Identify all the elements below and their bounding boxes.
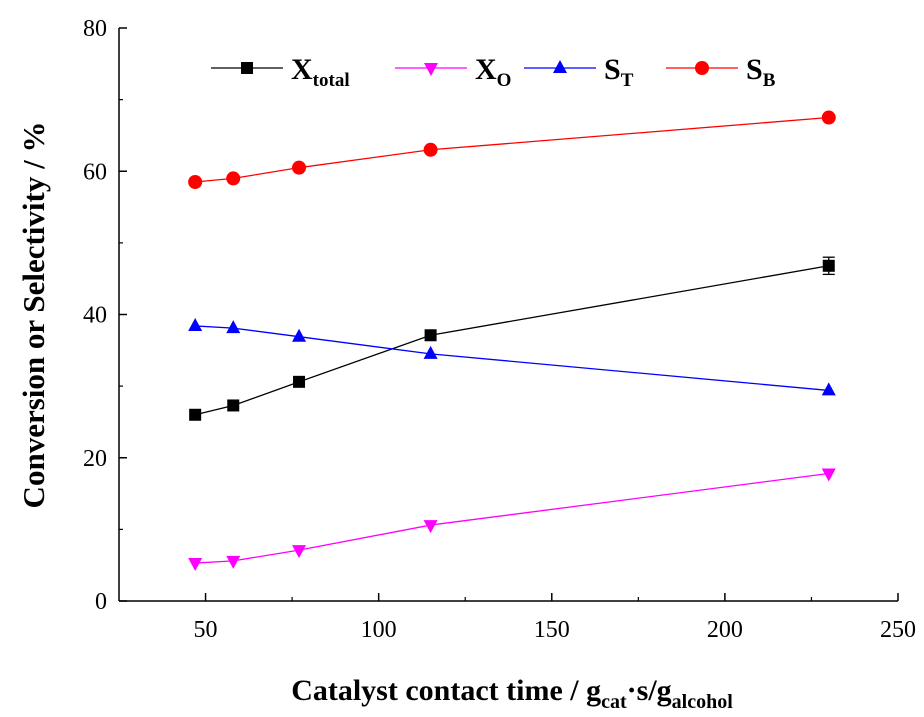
y-tick-label: 60: [83, 159, 107, 185]
data-point: [292, 160, 307, 175]
legend-label-sub: O: [497, 70, 512, 91]
series-layer: [188, 110, 836, 572]
legend-label-main: S: [746, 53, 763, 86]
data-point: [292, 545, 307, 559]
legend-label-main: S: [604, 53, 621, 86]
data-point: [423, 142, 438, 157]
x-tick-label: 150: [534, 617, 570, 643]
x-axis-title: Catalyst contact time / gcat·s/galcohol: [291, 674, 733, 713]
data-point: [188, 317, 203, 331]
x-tick-label: 250: [880, 617, 916, 643]
legend-marker: [241, 62, 253, 74]
legend-label: XO: [475, 53, 511, 91]
y-tick-label: 40: [83, 303, 107, 329]
data-point: [822, 259, 835, 272]
series-1: [188, 468, 836, 572]
legend-marker: [553, 60, 567, 73]
series-line: [195, 325, 829, 392]
y-axis-title: Conversion or Selectivity / %: [16, 122, 51, 509]
data-point: [292, 328, 307, 342]
data-point: [189, 408, 202, 421]
data-point: [821, 382, 836, 396]
series-line: [195, 265, 829, 416]
legend-label: ST: [604, 53, 634, 91]
data-point: [226, 555, 241, 569]
legend-label: Xtotal: [291, 53, 350, 91]
data-point: [226, 320, 241, 334]
series-0: [189, 256, 835, 421]
legend-label-sub: total: [313, 70, 350, 91]
y-tick-label: 0: [95, 589, 107, 615]
axes-layer: 0 20 40 60 80 50 100 150 200 250: [83, 16, 916, 643]
data-point: [423, 345, 438, 359]
y-tick-label: 80: [83, 16, 107, 42]
series-line: [195, 472, 829, 564]
data-point: [821, 110, 836, 125]
legend-label-sub: B: [763, 70, 776, 91]
data-point: [423, 520, 438, 534]
series-2: [188, 317, 836, 396]
series-3: [188, 110, 836, 189]
x-axis-title-main: Catalyst contact time / g: [291, 674, 601, 707]
data-point: [227, 399, 240, 412]
data-point: [424, 329, 437, 342]
x-tick-label: 100: [361, 617, 397, 643]
legend-label-main: X: [475, 53, 497, 86]
legend: Xtotal XO ST SB: [211, 53, 776, 91]
data-point: [293, 375, 306, 388]
data-point: [188, 558, 203, 572]
legend-label-sub: T: [621, 70, 634, 91]
x-tick-label: 50: [194, 617, 218, 643]
legend-label-main: X: [291, 53, 313, 86]
data-point: [188, 174, 203, 189]
x-axis-title-sub1: cat: [601, 691, 627, 713]
x-axis-title-sub2: alcohol: [672, 691, 734, 713]
x-axis-title-mid: ·s/g: [627, 674, 672, 707]
legend-marker: [424, 63, 438, 76]
series-line: [195, 116, 829, 183]
data-point: [821, 468, 836, 482]
legend-marker: [695, 61, 709, 75]
y-tick-label: 20: [83, 446, 107, 472]
data-point: [226, 171, 241, 186]
x-tick-label: 200: [707, 617, 743, 643]
legend-label: SB: [746, 53, 776, 91]
